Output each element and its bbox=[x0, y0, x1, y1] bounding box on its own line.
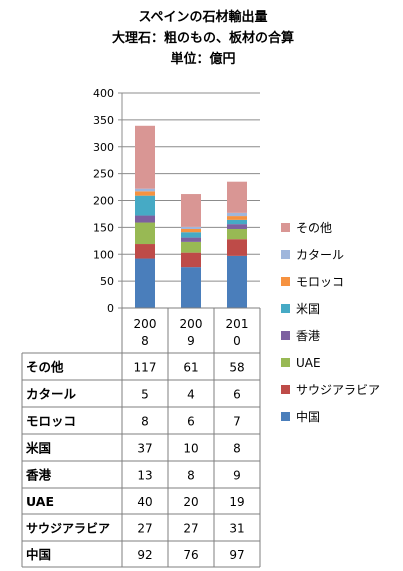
row-label: 香港 bbox=[25, 468, 52, 483]
data-cell: 61 bbox=[183, 361, 198, 375]
title-line-3: 単位：億円 bbox=[170, 51, 235, 67]
data-cell: 8 bbox=[233, 442, 241, 456]
data-cell: 19 bbox=[229, 495, 244, 509]
category-label: 0 bbox=[233, 334, 241, 348]
bar-segment bbox=[135, 195, 155, 216]
title-line-2: 大理石：粗のもの、板材の合算 bbox=[112, 30, 294, 46]
bar-segment bbox=[181, 194, 201, 227]
data-cell: 6 bbox=[187, 415, 195, 429]
bar-segment bbox=[227, 181, 247, 213]
category-label: 201 bbox=[226, 317, 249, 331]
y-tick-label: 200 bbox=[93, 195, 114, 208]
legend-label: その他 bbox=[296, 221, 332, 235]
data-cell: 37 bbox=[137, 442, 152, 456]
bar-segment bbox=[227, 228, 247, 240]
bar-segment bbox=[135, 125, 155, 189]
data-cell: 8 bbox=[141, 415, 149, 429]
bar-segment bbox=[181, 237, 201, 242]
bar-segment bbox=[227, 255, 247, 308]
bars bbox=[135, 125, 247, 308]
data-cell: 76 bbox=[183, 548, 198, 562]
bar-segment bbox=[181, 232, 201, 238]
category-label: 8 bbox=[141, 334, 149, 348]
y-tick-label: 350 bbox=[93, 114, 114, 127]
category-label: 9 bbox=[187, 334, 195, 348]
chart-title: スペインの石材輸出量 大理石：粗のもの、板材の合算 単位：億円 bbox=[112, 9, 294, 67]
category-label: 200 bbox=[134, 317, 157, 331]
legend-label: サウジアラビア bbox=[296, 383, 380, 397]
legend-label: 香港 bbox=[296, 329, 320, 343]
data-cell: 58 bbox=[229, 361, 244, 375]
legend-swatch bbox=[281, 250, 290, 259]
title-line-1: スペインの石材輸出量 bbox=[138, 9, 267, 25]
data-cell: 4 bbox=[187, 388, 195, 402]
y-tick-label: 0 bbox=[107, 302, 114, 315]
row-label: モロッコ bbox=[26, 414, 76, 429]
data-cell: 20 bbox=[183, 495, 198, 509]
y-tick-label: 50 bbox=[100, 275, 114, 288]
bar-segment bbox=[135, 191, 155, 196]
data-cell: 10 bbox=[183, 442, 198, 456]
category-label: 200 bbox=[180, 317, 203, 331]
data-cell: 31 bbox=[229, 522, 244, 536]
data-cell: 13 bbox=[137, 469, 152, 483]
y-tick-label: 300 bbox=[93, 141, 114, 154]
bar-segment bbox=[181, 226, 201, 229]
data-cell: 27 bbox=[183, 522, 198, 536]
bar-segment bbox=[181, 252, 201, 268]
bar-segment bbox=[135, 222, 155, 245]
bar-segment bbox=[135, 244, 155, 259]
bar-segment bbox=[181, 267, 201, 308]
y-tick-label: 250 bbox=[93, 168, 114, 181]
row-label: カタール bbox=[26, 387, 77, 402]
legend-label: 米国 bbox=[296, 302, 320, 316]
y-axis-ticks: 0 50 100 150 200 250 300 350 400 bbox=[93, 87, 114, 315]
row-label: サウジアラビア bbox=[26, 521, 110, 536]
legend-swatch bbox=[281, 331, 290, 340]
row-label: UAE bbox=[26, 494, 54, 509]
bar-segment bbox=[181, 228, 201, 233]
bar-segment bbox=[227, 239, 247, 256]
data-cell: 9 bbox=[233, 469, 241, 483]
bar-segment bbox=[135, 215, 155, 223]
legend-label: 中国 bbox=[296, 409, 320, 424]
bar-segment bbox=[227, 219, 247, 225]
legend-swatch bbox=[281, 277, 290, 286]
data-cell: 27 bbox=[137, 522, 152, 536]
data-cell: 6 bbox=[233, 388, 241, 402]
legend-swatch bbox=[281, 358, 290, 367]
legend-label: UAE bbox=[296, 356, 321, 370]
data-cell: 92 bbox=[137, 548, 152, 562]
legend-swatch bbox=[281, 223, 290, 232]
bar-segment bbox=[181, 241, 201, 253]
data-cell: 7 bbox=[233, 415, 241, 429]
bar-segment bbox=[227, 216, 247, 220]
data-cell: 40 bbox=[137, 495, 152, 509]
row-label: 中国 bbox=[26, 547, 51, 562]
y-tick-label: 100 bbox=[93, 248, 114, 261]
bar-segment bbox=[135, 188, 155, 192]
legend-label: カタール bbox=[296, 248, 344, 262]
bar-segment bbox=[227, 212, 247, 217]
bar-segment bbox=[135, 258, 155, 308]
data-cell: 8 bbox=[187, 469, 195, 483]
legend-swatch bbox=[281, 385, 290, 394]
y-tick-label: 400 bbox=[93, 87, 114, 100]
legend-label: モロッコ bbox=[296, 275, 344, 289]
row-label: 米国 bbox=[25, 441, 51, 456]
bar-segment bbox=[227, 224, 247, 229]
data-cell: 5 bbox=[141, 388, 149, 402]
data-cell: 117 bbox=[134, 361, 157, 375]
y-tick-label: 150 bbox=[93, 221, 114, 234]
row-label: その他 bbox=[26, 360, 64, 375]
legend-swatch bbox=[281, 412, 290, 421]
legend-swatch bbox=[281, 304, 290, 313]
data-cell: 97 bbox=[229, 548, 244, 562]
